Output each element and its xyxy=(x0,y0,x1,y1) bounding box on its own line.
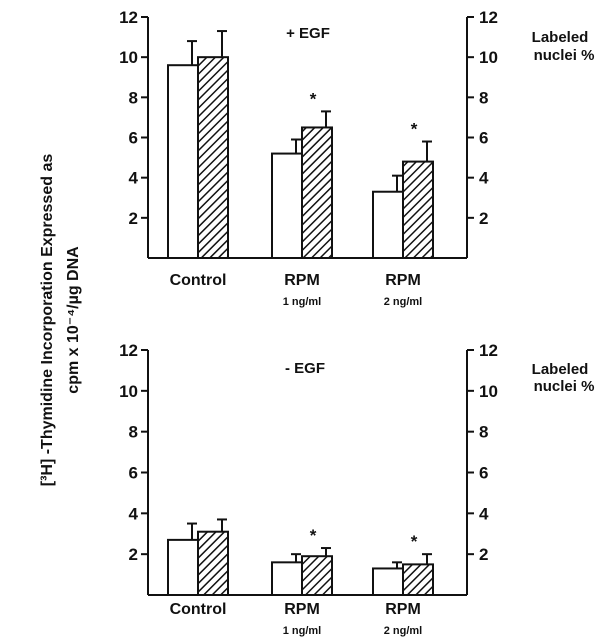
right-tick-label: 2 xyxy=(479,545,488,564)
panel-minus-egf-title: - EGF xyxy=(285,360,325,377)
significance-marker: * xyxy=(411,120,418,139)
category-sublabel: 1 ng/ml xyxy=(283,625,322,637)
category-label: RPM xyxy=(284,272,320,289)
panel-plus-egf-bars xyxy=(167,30,434,260)
left-tick-label: 6 xyxy=(129,129,138,148)
left-tick-label: 12 xyxy=(119,341,138,360)
open-bar xyxy=(372,567,404,596)
panel-minus-egf-right-label-line2: nuclei % xyxy=(534,378,595,395)
category-label: Control xyxy=(170,272,227,289)
left-tick-label: 6 xyxy=(129,464,138,483)
significance-marker: * xyxy=(411,532,418,551)
panel-minus-egf: 2 4 6 8 10 12 2 4 6 8 10 12 * * Control RPM 1 ng/ml RPM 2… xyxy=(119,341,594,637)
left-tick-label: 10 xyxy=(119,382,138,401)
right-tick-label: 4 xyxy=(479,504,489,523)
category-sublabel: 1 ng/ml xyxy=(283,296,322,308)
hatched-bar xyxy=(301,126,333,260)
hatched-bar xyxy=(197,530,229,596)
right-tick-label: 10 xyxy=(479,48,498,67)
panel-minus-egf-bars xyxy=(167,518,434,596)
y-axis-label-line2: cpm x 10⁻⁴/µg DNA xyxy=(65,246,82,394)
y-axis-label: [³H] -Thymidine Incorporation Expressed … xyxy=(39,154,82,487)
left-tick-label: 10 xyxy=(119,48,138,67)
category-label: Control xyxy=(170,601,227,618)
left-tick-label: 4 xyxy=(129,504,139,523)
open-bar xyxy=(372,190,404,260)
category-label: RPM xyxy=(284,601,320,618)
hatched-bar xyxy=(402,563,434,596)
category-sublabel: 2 ng/ml xyxy=(384,625,423,637)
significance-marker: * xyxy=(310,89,317,108)
right-tick-label: 2 xyxy=(479,209,488,228)
left-tick-label: 2 xyxy=(129,209,138,228)
right-tick-label: 10 xyxy=(479,382,498,401)
left-tick-label: 8 xyxy=(129,88,138,107)
open-bar xyxy=(271,561,303,596)
panel-minus-egf-labels: * * Control RPM 1 ng/ml RPM 2 ng/ml xyxy=(170,526,423,637)
significance-marker: * xyxy=(310,526,317,545)
panel-plus-egf-right-label-line2: nuclei % xyxy=(534,47,595,64)
left-tick-label: 12 xyxy=(119,8,138,27)
panel-plus-egf-labels: * * Control RPM 1 ng/ml RPM 2 ng/ml xyxy=(170,89,423,308)
right-tick-label: 12 xyxy=(479,8,498,27)
right-tick-label: 6 xyxy=(479,464,488,483)
panel-plus-egf: 2 4 6 8 10 12 2 4 6 8 10 12 * * Control RPM 1 ng/ml RPM 2… xyxy=(119,8,594,308)
panel-plus-egf-title: + EGF xyxy=(286,25,330,42)
panel-minus-egf-right-label-line1: Labeled xyxy=(532,361,589,378)
category-sublabel: 2 ng/ml xyxy=(384,296,423,308)
category-label: RPM xyxy=(385,272,421,289)
hatched-bar xyxy=(301,555,333,596)
hatched-bar xyxy=(402,160,434,260)
left-tick-label: 8 xyxy=(129,423,138,442)
open-bar xyxy=(167,538,199,596)
right-tick-label: 4 xyxy=(479,169,489,188)
open-bar xyxy=(271,152,303,259)
panel-plus-egf-right-label-line1: Labeled xyxy=(532,29,589,46)
hatched-bar xyxy=(197,56,229,259)
right-tick-label: 6 xyxy=(479,129,488,148)
left-tick-label: 4 xyxy=(129,169,139,188)
y-axis-label-line1: [³H] -Thymidine Incorporation Expressed … xyxy=(39,154,56,487)
right-tick-label: 8 xyxy=(479,423,488,442)
right-tick-label: 8 xyxy=(479,88,488,107)
open-bar xyxy=(167,64,199,259)
right-tick-label: 12 xyxy=(479,341,498,360)
left-tick-label: 2 xyxy=(129,545,138,564)
category-label: RPM xyxy=(385,601,421,618)
